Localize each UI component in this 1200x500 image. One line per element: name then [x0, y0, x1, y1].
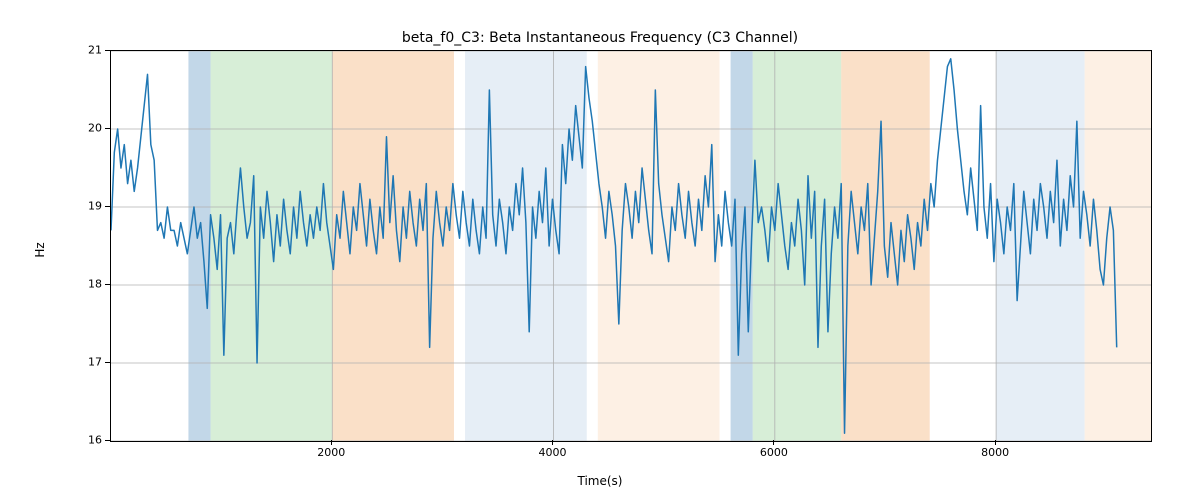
y-tick-label: 19 [80, 200, 102, 213]
x-tick-mark [995, 440, 996, 445]
x-axis-label: Time(s) [0, 474, 1200, 488]
y-tick-mark [105, 362, 110, 363]
y-tick-label: 16 [80, 434, 102, 447]
y-tick-mark [105, 128, 110, 129]
figure: beta_f0_C3: Beta Instantaneous Frequency… [0, 0, 1200, 500]
y-tick-mark [105, 440, 110, 441]
y-tick-mark [105, 50, 110, 51]
x-tick-label: 6000 [760, 446, 788, 459]
x-tick-label: 4000 [539, 446, 567, 459]
plot-svg [111, 51, 1151, 441]
plot-area [110, 50, 1152, 442]
y-tick-label: 18 [80, 278, 102, 291]
background-region [1085, 51, 1151, 441]
x-tick-label: 8000 [981, 446, 1009, 459]
x-tick-mark [552, 440, 553, 445]
y-tick-label: 17 [80, 356, 102, 369]
y-tick-label: 20 [80, 122, 102, 135]
y-tick-mark [105, 284, 110, 285]
x-tick-mark [773, 440, 774, 445]
chart-title: beta_f0_C3: Beta Instantaneous Frequency… [0, 30, 1200, 46]
x-tick-label: 2000 [317, 446, 345, 459]
x-tick-mark [331, 440, 332, 445]
y-axis-label: Hz [33, 242, 47, 257]
y-tick-mark [105, 206, 110, 207]
background-region [996, 51, 1085, 441]
background-region [211, 51, 333, 441]
y-tick-label: 21 [80, 44, 102, 57]
background-region [188, 51, 210, 441]
